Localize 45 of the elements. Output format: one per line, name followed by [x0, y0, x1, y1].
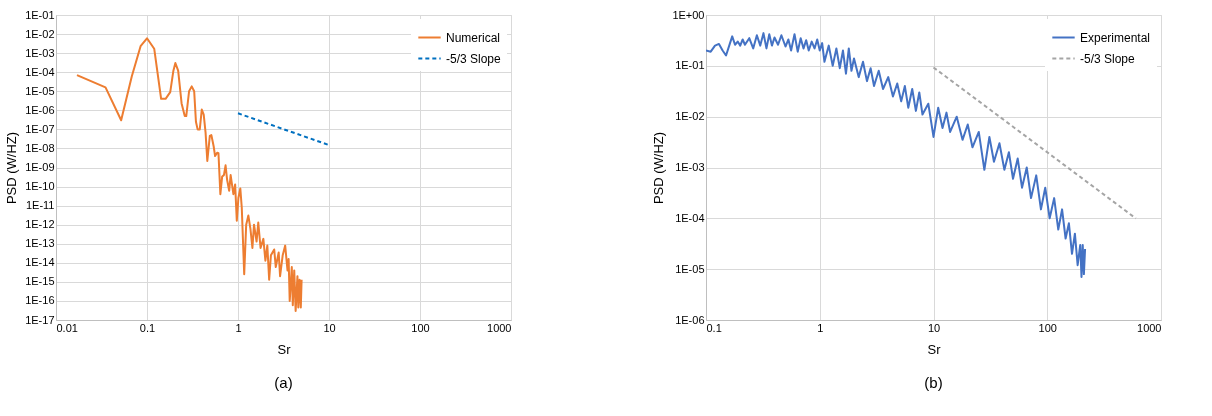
- x-tick-label: 0.01: [56, 321, 78, 334]
- y-tick-label: 1E-16: [25, 294, 55, 307]
- legend-label: -5/3 Slope: [446, 51, 502, 66]
- x-tick-label: 0.1: [139, 321, 156, 334]
- y-tick-label: 1E-04: [675, 211, 705, 224]
- y-tick-label: 1E-08: [25, 141, 55, 154]
- y-tick-label: 1E-09: [25, 161, 55, 173]
- x-tick-label: 100: [411, 321, 430, 334]
- y-tick-label: 1E-13: [25, 237, 55, 250]
- y-tick-label: 1E-14: [25, 256, 55, 269]
- legend-label: Numerical: [446, 30, 501, 45]
- y-tick-label: 1E-07: [25, 122, 55, 135]
- y-tick-label: 1E-10: [25, 180, 55, 193]
- text: (a): [274, 374, 293, 391]
- y-tick-label: 1E-03: [675, 161, 705, 173]
- y-tick-label: 1E-06: [25, 103, 55, 116]
- legend-label: Experimental: [1080, 30, 1151, 45]
- x-axis-title: Sr: [927, 341, 942, 357]
- x-tick-label: 1000: [487, 321, 512, 334]
- y-axis-title: PSD (W/HZ): [4, 131, 20, 205]
- text: (b): [924, 374, 943, 391]
- x-tick-label: 1: [235, 321, 242, 334]
- x-tick-label: 100: [1038, 321, 1057, 334]
- y-axis-title: PSD (W/HZ): [651, 131, 667, 205]
- x-tick-label: 1: [817, 321, 824, 334]
- y-tick-label: 1E-02: [25, 27, 55, 40]
- y-tick-label: 1E-04: [25, 65, 55, 78]
- y-tick-label: 1E-01: [25, 8, 55, 21]
- y-tick-label: 1E-05: [25, 84, 55, 97]
- y-tick-label: 1E-17: [25, 313, 55, 326]
- x-tick-label: 0.1: [706, 321, 722, 334]
- y-tick-label: 1E-03: [25, 46, 55, 59]
- legend-label: -5/3 Slope: [1080, 51, 1136, 66]
- y-tick-label: 1E+00: [672, 8, 705, 21]
- y-tick-label: 1E-15: [25, 275, 55, 288]
- x-tick-label: 10: [323, 321, 336, 334]
- x-tick-label: 1000: [1137, 321, 1162, 334]
- y-tick-label: 1E-06: [675, 313, 705, 326]
- y-tick-label: 1E-11: [25, 199, 55, 212]
- y-tick-label: 1E-02: [675, 110, 705, 123]
- y-tick-label: 1E-12: [25, 218, 55, 231]
- x-axis-title: Sr: [277, 341, 292, 357]
- y-tick-label: 1E-05: [675, 262, 705, 275]
- y-tick-label: 1E-01: [675, 59, 705, 72]
- x-tick-label: 10: [927, 321, 941, 334]
